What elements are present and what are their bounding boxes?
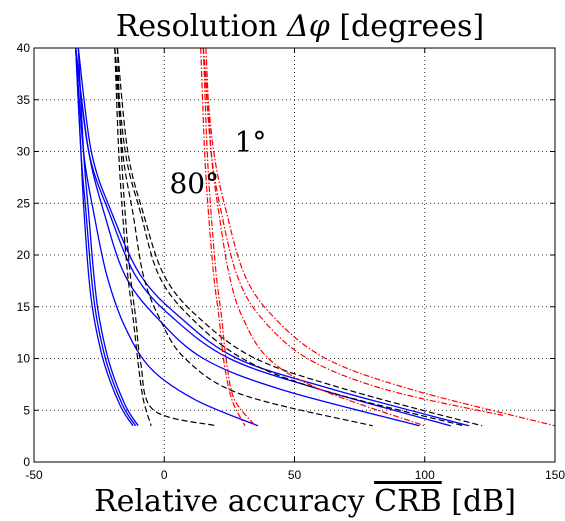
plot-frame	[33, 47, 556, 463]
series-line-4	[75, 47, 259, 427]
series-line-15	[205, 47, 425, 427]
y-tick-label: 15	[17, 300, 31, 314]
series-line-9	[116, 47, 217, 427]
chart-title-prefix: Resolution	[116, 9, 287, 44]
x-tick-label: -50	[25, 468, 43, 482]
y-tick-label: 25	[17, 196, 31, 210]
x-axis-label-prefix: Relative accuracy	[94, 484, 374, 519]
chart-title-suffix: [degrees]	[330, 9, 484, 44]
x-tick-label: 100	[415, 468, 435, 482]
x-axis-label-overlined: CRB	[374, 484, 442, 519]
chart-title: Resolution Δφ [degrees]	[116, 9, 484, 44]
annotations: 1° 80°	[169, 126, 266, 200]
y-tick-label: 0	[23, 455, 30, 469]
series-line-12	[116, 47, 483, 427]
annotation-1: 1°	[235, 126, 267, 159]
annotation-2: 80°	[169, 167, 219, 200]
y-tick-label: 20	[17, 248, 31, 262]
x-axis-label: Relative accuracy CRB [dB]	[94, 484, 516, 519]
chart-title-symbol: Δφ	[286, 9, 330, 44]
series-line-17	[202, 47, 556, 427]
series-line-16	[202, 47, 504, 416]
y-tick-label: 10	[17, 352, 31, 366]
series-line-8	[114, 47, 152, 426]
series-line-13	[200, 47, 246, 427]
y-tick-label: 5	[23, 403, 30, 417]
y-tick-label: 40	[17, 41, 31, 55]
series-line-11	[114, 47, 464, 427]
series-line-2	[75, 47, 137, 427]
series-line-14	[202, 47, 256, 427]
x-tick-label: 50	[288, 468, 302, 482]
series-line-10	[114, 47, 373, 427]
x-axis-label-suffix: [dB]	[442, 484, 516, 519]
series-group	[75, 47, 556, 427]
series-line-7	[77, 47, 470, 427]
grid	[34, 48, 555, 462]
x-tick-label: 0	[161, 468, 168, 482]
y-tick-label: 35	[17, 93, 31, 107]
y-tick-label: 30	[17, 145, 31, 159]
x-tick-label: 150	[545, 468, 565, 482]
